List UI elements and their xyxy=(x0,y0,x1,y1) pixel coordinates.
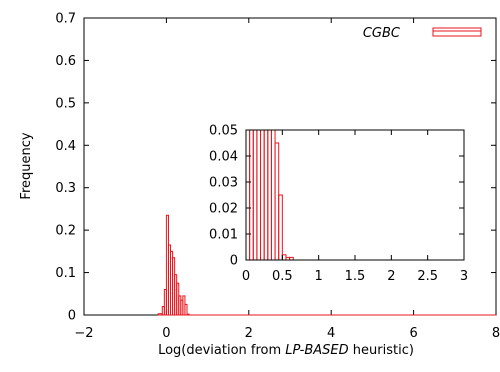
main-x-tick-label: 2 xyxy=(245,326,253,341)
legend-label: CGBC xyxy=(363,26,401,41)
x-axis-title: Log(deviation from LP-BASED heuristic) xyxy=(158,343,414,358)
main-x-tick-label: 4 xyxy=(327,326,335,341)
main-ticks xyxy=(83,17,497,316)
legend: CGBC xyxy=(363,26,482,41)
inset-x-tick-label: 2 xyxy=(387,269,395,284)
x-axis-title-prefix: Log(deviation from xyxy=(158,343,285,358)
main-y-tick-label: 0 xyxy=(68,309,76,324)
x-axis-title-italic: LP-BASED xyxy=(285,343,348,358)
main-x-tick-label: 8 xyxy=(492,326,500,341)
main-x-tick-label: −2 xyxy=(74,326,93,341)
inset-tick-labels: 0 0.5 1 1.5 2 2.5 3 0 0.01 0.02 0.03 0.04 0.05 xyxy=(209,124,468,285)
inset-y-tick-label: 0.01 xyxy=(209,228,238,243)
main-y-tick-label: 0.6 xyxy=(55,54,76,69)
inset-x-tick-label: 0 xyxy=(242,269,250,284)
main-y-tick-label: 0.5 xyxy=(55,96,76,111)
main-y-tick-label: 0.1 xyxy=(55,266,76,281)
inset-y-tick-label: 0.02 xyxy=(209,202,238,217)
inset-x-tick-label: 2.5 xyxy=(417,269,438,284)
inset-ticks xyxy=(245,129,465,261)
inset-y-tick-label: 0.05 xyxy=(209,124,238,139)
main-x-tick-label: 0 xyxy=(162,326,170,341)
inset-y-tick-label: 0.03 xyxy=(209,176,238,191)
main-y-tick-label: 0.7 xyxy=(55,12,76,27)
legend-swatch xyxy=(432,27,482,37)
x-axis-title-suffix: heuristic) xyxy=(349,343,414,358)
main-tick-labels: −2 0 2 4 6 8 0 0.1 0.2 0.3 0.4 0.5 0.6 0.7 xyxy=(55,12,500,342)
main-bar xyxy=(184,303,188,316)
main-y-tick-label: 0.2 xyxy=(55,224,76,239)
main-y-tick-label: 0.4 xyxy=(55,139,76,154)
inset-y-tick-label: 0.04 xyxy=(209,150,238,165)
main-x-tick-label: 6 xyxy=(409,326,417,341)
inset-x-tick-label: 1.5 xyxy=(345,269,366,284)
inset-y-tick-label: 0 xyxy=(230,254,238,269)
y-axis-title: Frequency xyxy=(19,132,34,199)
inset-x-tick-label: 3 xyxy=(460,269,468,284)
main-bars xyxy=(157,214,496,316)
inset-plot: 0 0.5 1 1.5 2 2.5 3 0 0.01 0.02 0.03 0.04 0.05 xyxy=(209,124,468,285)
inset-x-tick-label: 0.5 xyxy=(272,269,293,284)
inset-x-tick-label: 1 xyxy=(315,269,323,284)
main-y-tick-label: 0.3 xyxy=(55,181,76,196)
